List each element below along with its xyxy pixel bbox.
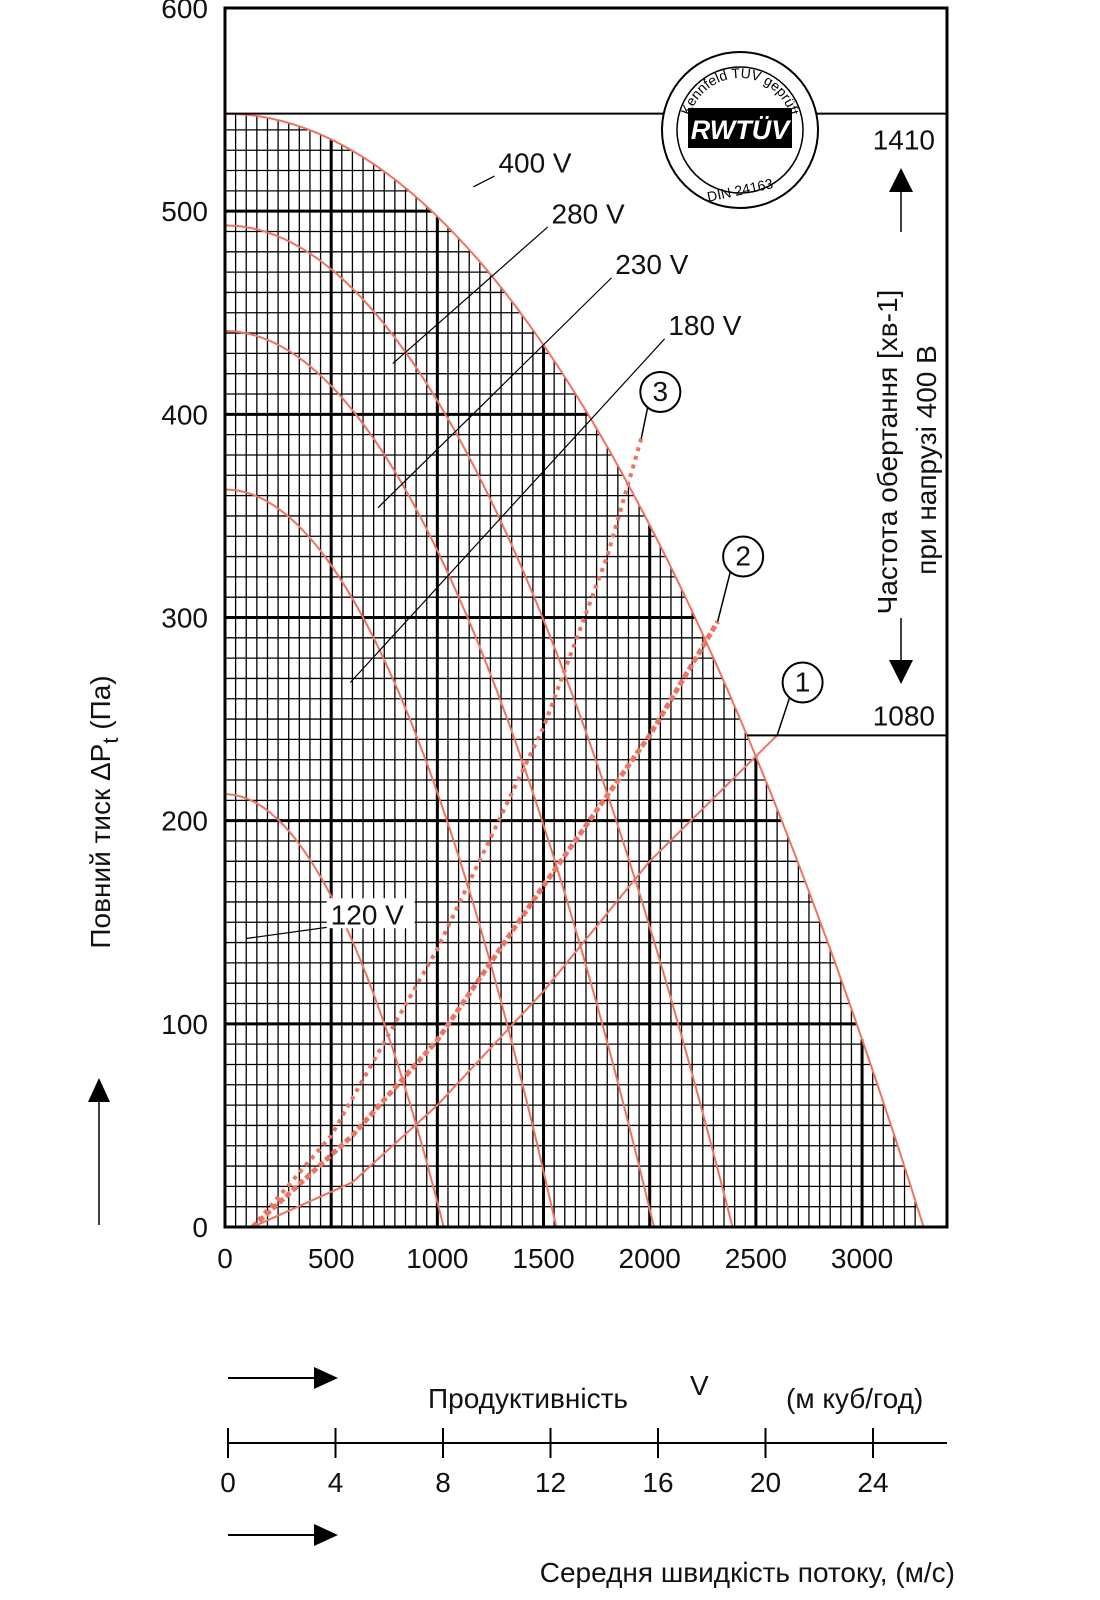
system-curve-label: 2: [735, 541, 751, 572]
voltage-label-bg: [611, 248, 700, 279]
system-curves: 1 2 3: [250, 370, 824, 1229]
y-axis-ticks: 0 100 200 300 400 500 600: [161, 0, 208, 1243]
y-tick-label: 100: [161, 1009, 208, 1040]
rpm-down-arrowhead-icon: [889, 660, 913, 684]
voltage-curve: [224, 488, 558, 1228]
voltage-label: 120 V: [331, 899, 404, 930]
voltage-label-bg: [326, 898, 415, 929]
x-axis-symbol: V: [690, 1370, 709, 1401]
x-axis-label: Продуктивність V (м куб/год): [228, 1367, 923, 1414]
voltage-label: 280 V: [552, 198, 625, 229]
y-tick-label: 0: [192, 1212, 208, 1243]
speed-tick-label: 0: [220, 1467, 236, 1498]
voltage-label-bg: [494, 146, 583, 177]
voltage-label-leader: [377, 276, 613, 509]
speed-tick-label: 4: [328, 1467, 344, 1498]
voltage-labels: 400 V 280 V 230 V 180 V 120 V: [246, 146, 753, 940]
x-axis-ticks: 0 500 1000 1500 2000 2500 3000: [217, 1243, 893, 1274]
system-curve-marker: [722, 535, 765, 578]
system-curve-leader: [640, 403, 650, 439]
system-curve: [250, 620, 720, 1229]
voltage-label: 230 V: [615, 249, 688, 280]
y-tick-label: 500: [161, 196, 208, 227]
y-direction-arrowhead-icon: [88, 1078, 110, 1102]
speed-tick-label: 12: [535, 1467, 566, 1498]
voltage-label-leader: [349, 337, 666, 683]
tuv-certificate-seal: Kennfeld TÜV geprüft RWTÜV DIN 24163: [661, 51, 819, 209]
rpm-axis-line2: при напрузі 400 В: [911, 345, 942, 575]
x-axis-unit: (м куб/год): [786, 1383, 923, 1414]
x-tick-label: 2000: [619, 1243, 681, 1274]
major-grid: [225, 139, 864, 1227]
system-curve-leader: [776, 694, 792, 736]
speed-tick-label: 16: [642, 1467, 673, 1498]
speed-arrowhead-icon: [314, 1524, 338, 1546]
plot-frame: [223, 6, 949, 1229]
x-tick-label: 500: [308, 1243, 355, 1274]
fine-grid: [225, 113, 918, 1227]
y-tick-label: 200: [161, 806, 208, 837]
y-tick-label: 600: [161, 0, 208, 24]
voltage-label-leader: [473, 174, 496, 188]
speed-axis-label: Середня швидкість потоку, (м/с): [228, 1524, 955, 1588]
system-curve-leader: [716, 568, 732, 622]
x-tick-label: 1500: [512, 1243, 574, 1274]
x-tick-label: 0: [217, 1243, 233, 1274]
voltage-label: 180 V: [668, 310, 741, 341]
seal-brand: RWTÜV: [691, 115, 791, 145]
y-axis-label: Повний тиск ΔPt (Па): [85, 675, 123, 948]
voltage-curve: [224, 793, 445, 1228]
rpm-up-arrowhead-icon: [889, 168, 913, 192]
system-curve-marker: [781, 661, 824, 704]
rpm-indicator: 1410 1080: [225, 112, 947, 737]
voltage-curve: [224, 224, 734, 1228]
rpm-top-value: 1410: [873, 125, 935, 156]
x-tick-label: 2500: [725, 1243, 787, 1274]
y-tick-label: 300: [161, 603, 208, 634]
system-curve: [252, 734, 778, 1228]
voltage-curve: [224, 330, 655, 1228]
x-tick-label: 1000: [406, 1243, 468, 1274]
speed-axis-title: Середня швидкість потоку, (м/с): [540, 1557, 955, 1588]
voltage-label-bg: [547, 197, 636, 228]
x-axis-title: Продуктивність: [428, 1383, 628, 1414]
x-tick-label: 3000: [831, 1243, 893, 1274]
speed-tick-label: 24: [857, 1467, 888, 1498]
y-tick-label: 400: [161, 399, 208, 430]
system-curve-label: 3: [653, 376, 669, 407]
voltage-label-leader: [246, 926, 328, 940]
speed-axis: 0 4 8 12 16 20 24: [220, 1428, 947, 1498]
rpm-bottom-value: 1080: [873, 700, 935, 731]
voltage-curve: [224, 112, 925, 1228]
voltage-label-leader: [392, 225, 549, 364]
rpm-axis-line1: Частота обертання [хв-1]: [872, 290, 903, 615]
x-direction-arrowhead-icon: [314, 1367, 338, 1389]
voltage-label: 400 V: [498, 148, 571, 179]
speed-tick-label: 8: [435, 1467, 451, 1498]
rpm-axis-label: Частота обертання [хв-1] при напрузі 400…: [872, 290, 942, 615]
voltage-label-bg: [664, 309, 753, 340]
speed-tick-label: 20: [750, 1467, 781, 1498]
system-curve-label: 1: [795, 667, 811, 698]
system-curve-marker: [639, 370, 682, 413]
system-curve: [251, 438, 644, 1229]
